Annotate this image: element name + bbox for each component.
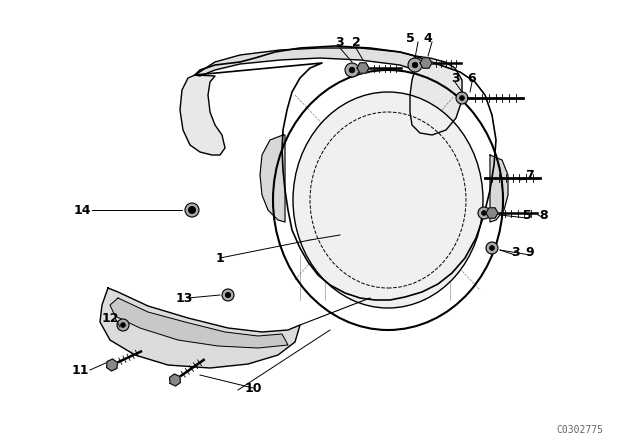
Circle shape bbox=[486, 242, 498, 254]
Circle shape bbox=[225, 292, 231, 298]
Polygon shape bbox=[180, 75, 225, 155]
Circle shape bbox=[120, 323, 125, 327]
Text: 10: 10 bbox=[244, 382, 262, 395]
Circle shape bbox=[117, 319, 129, 331]
Text: 1: 1 bbox=[216, 251, 225, 264]
Text: 5: 5 bbox=[406, 31, 414, 44]
Polygon shape bbox=[490, 155, 508, 222]
Text: 7: 7 bbox=[525, 168, 534, 181]
Polygon shape bbox=[410, 56, 462, 135]
Circle shape bbox=[345, 63, 359, 77]
Circle shape bbox=[189, 207, 195, 213]
Polygon shape bbox=[420, 58, 432, 68]
Circle shape bbox=[222, 289, 234, 301]
Text: 6: 6 bbox=[468, 72, 476, 85]
Text: 3: 3 bbox=[451, 72, 460, 85]
Circle shape bbox=[226, 293, 230, 297]
Circle shape bbox=[490, 246, 494, 250]
Polygon shape bbox=[110, 298, 288, 348]
Polygon shape bbox=[195, 46, 496, 300]
Text: 12: 12 bbox=[101, 311, 119, 324]
Circle shape bbox=[349, 67, 355, 73]
Polygon shape bbox=[100, 288, 300, 368]
Text: 3: 3 bbox=[336, 35, 344, 48]
Circle shape bbox=[185, 203, 199, 217]
Polygon shape bbox=[260, 135, 285, 222]
Text: 13: 13 bbox=[175, 292, 193, 305]
Circle shape bbox=[478, 207, 490, 219]
Polygon shape bbox=[195, 48, 415, 76]
Circle shape bbox=[188, 206, 196, 214]
Polygon shape bbox=[486, 208, 498, 218]
Circle shape bbox=[412, 62, 418, 68]
Text: 8: 8 bbox=[540, 208, 548, 221]
Polygon shape bbox=[170, 374, 180, 386]
Ellipse shape bbox=[293, 92, 483, 308]
Text: 5: 5 bbox=[523, 208, 531, 221]
Text: 14: 14 bbox=[73, 203, 91, 216]
Text: 9: 9 bbox=[525, 246, 534, 258]
Text: C0302775: C0302775 bbox=[557, 425, 604, 435]
Polygon shape bbox=[107, 359, 117, 371]
Polygon shape bbox=[357, 63, 369, 73]
Text: 2: 2 bbox=[351, 35, 360, 48]
Circle shape bbox=[456, 92, 468, 104]
Text: 3: 3 bbox=[511, 246, 519, 258]
Text: 11: 11 bbox=[71, 363, 89, 376]
Text: 4: 4 bbox=[424, 31, 433, 44]
Circle shape bbox=[460, 95, 465, 100]
Circle shape bbox=[408, 58, 422, 72]
Circle shape bbox=[481, 211, 486, 215]
